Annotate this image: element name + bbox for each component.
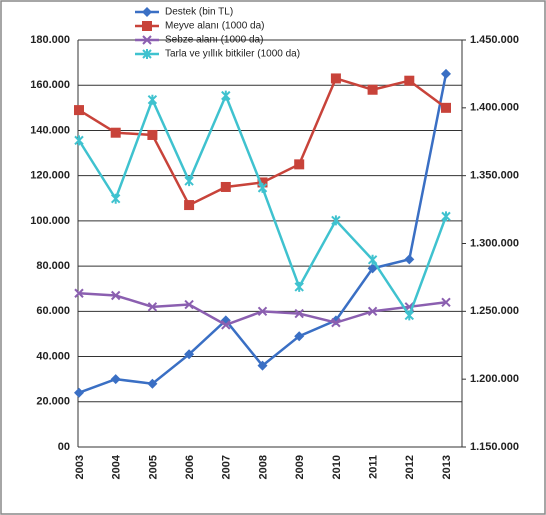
y-tick-label: 80.000 xyxy=(36,260,70,272)
x-tick-label: 2013 xyxy=(441,455,453,479)
y2-tick-label: 1.300.000 xyxy=(470,237,519,249)
marker xyxy=(257,306,268,317)
marker xyxy=(404,75,415,86)
marker xyxy=(184,349,195,360)
marker xyxy=(257,182,268,193)
marker xyxy=(110,290,121,301)
marker xyxy=(257,360,268,371)
y2-tick-label: 1.150.000 xyxy=(470,441,519,453)
marker xyxy=(331,215,341,226)
marker xyxy=(404,254,415,265)
marker xyxy=(404,310,415,321)
marker xyxy=(184,200,195,211)
y-tick-label: 120.000 xyxy=(30,170,70,182)
marker xyxy=(142,35,152,45)
marker xyxy=(74,387,84,398)
marker xyxy=(147,302,158,312)
marker xyxy=(257,177,268,188)
marker xyxy=(441,102,451,113)
marker xyxy=(142,49,152,59)
x-tick-label: 2006 xyxy=(184,455,196,479)
legend-label: Meyve alanı (1000 da) xyxy=(165,21,265,32)
y-tick-label: 180.000 xyxy=(30,34,70,46)
y2-tick-label: 1.200.000 xyxy=(470,373,519,385)
x-tick-label: 2007 xyxy=(221,455,233,479)
marker xyxy=(110,374,121,385)
y2-tick-label: 1.350.000 xyxy=(470,170,519,182)
y-tick-label: 160.000 xyxy=(30,79,70,91)
marker xyxy=(367,84,378,95)
y2-tick-label: 1.400.000 xyxy=(470,102,519,114)
marker xyxy=(184,176,194,187)
y-tick-label: 60.000 xyxy=(36,305,70,317)
marker xyxy=(110,127,121,138)
marker xyxy=(441,297,451,307)
marker xyxy=(294,308,304,319)
marker xyxy=(74,288,84,298)
marker xyxy=(147,94,158,105)
y-tick-label: 20.000 xyxy=(36,396,70,408)
marker xyxy=(147,378,158,389)
marker xyxy=(367,263,378,274)
x-tick-label: 2012 xyxy=(404,455,416,479)
y-tick-label: 40.000 xyxy=(36,350,70,362)
marker xyxy=(294,281,304,292)
y2-tick-label: 1.450.000 xyxy=(470,34,519,46)
marker xyxy=(74,135,84,146)
y-tick-label: 00 xyxy=(58,441,70,453)
marker xyxy=(330,73,341,84)
marker xyxy=(441,211,451,222)
marker xyxy=(74,105,84,116)
marker xyxy=(221,320,231,330)
y2-tick-label: 1.250.000 xyxy=(470,305,519,317)
marker xyxy=(220,181,231,192)
legend-label: Destek (bin TL) xyxy=(165,7,233,18)
x-tick-label: 2004 xyxy=(111,454,123,479)
marker xyxy=(367,306,378,317)
marker xyxy=(441,68,451,79)
marker xyxy=(142,21,152,31)
x-tick-label: 2010 xyxy=(331,455,343,479)
legend-label: Sebze alanı (1000 da) xyxy=(165,35,263,46)
legend-label: Tarla ve yıllık bitkiler (1000 da) xyxy=(165,49,300,60)
x-tick-label: 2003 xyxy=(74,455,86,479)
marker xyxy=(294,331,305,342)
marker xyxy=(294,159,305,170)
y-tick-label: 140.000 xyxy=(30,124,70,136)
x-tick-label: 2009 xyxy=(294,455,306,479)
x-tick-label: 2005 xyxy=(147,455,159,479)
y-tick-label: 100.000 xyxy=(30,215,70,227)
marker xyxy=(142,7,152,17)
marker xyxy=(331,317,341,328)
marker xyxy=(221,90,231,101)
marker xyxy=(184,299,194,310)
marker xyxy=(367,254,378,265)
x-tick-label: 2011 xyxy=(368,455,380,479)
marker xyxy=(110,193,121,204)
x-tick-label: 2008 xyxy=(257,455,269,479)
marker xyxy=(147,129,158,140)
